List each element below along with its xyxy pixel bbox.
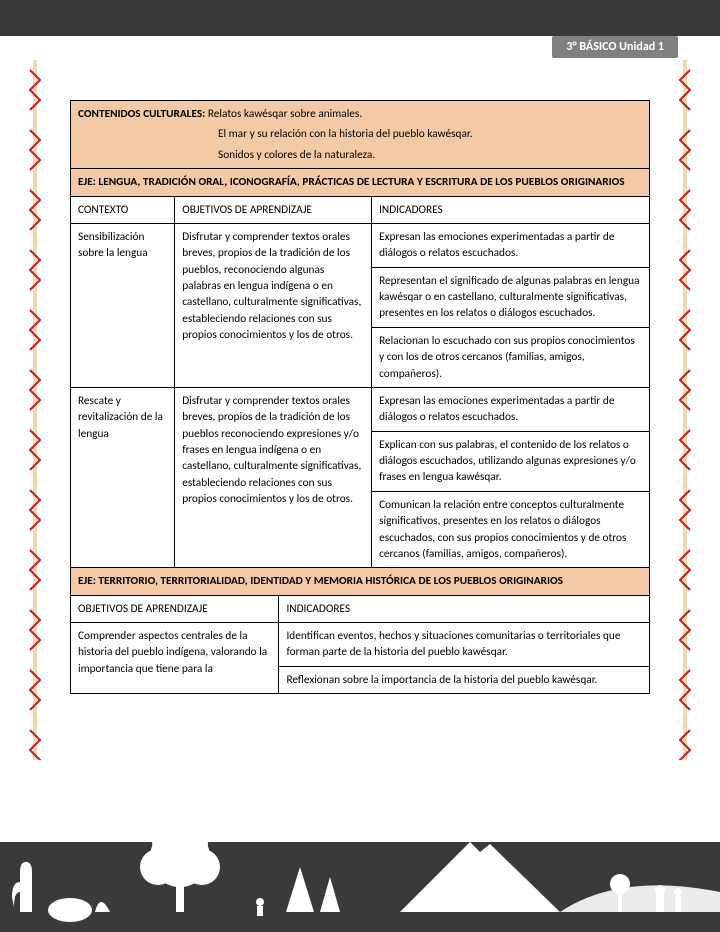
contenidos-line3: Sonidos y colores de la naturaleza. (78, 147, 642, 163)
eje1-title: EJE: LENGUA, TRADICIÓN ORAL, ICONOGRAFÍA… (71, 169, 650, 196)
bottom-bar (0, 842, 720, 932)
side-pattern-left (28, 60, 42, 760)
table-row: Rescate y revitalización de la lengua Di… (71, 387, 650, 431)
indicador-cell: Explican con sus palabras, el contenido … (372, 431, 650, 491)
eje2-table: OBJETIVOS DE APRENDIZAJE INDICADORES Com… (70, 596, 650, 695)
objetivo-cell: Disfrutar y comprender textos orales bre… (175, 223, 372, 387)
indicador-cell: Expresan las emociones experimentadas a … (372, 387, 650, 431)
eje2-title: EJE: TERRITORIO, TERRITORIALIDAD, IDENTI… (71, 568, 650, 595)
contenidos-line2: El mar y su relación con la historia del… (78, 126, 642, 142)
indicador-cell: Representan el significado de algunas pa… (372, 267, 650, 327)
indicador-cell: Relacionan lo escuchado con sus propios … (372, 327, 650, 387)
eje2-h-objetivos: OBJETIVOS DE APRENDIZAJE (71, 596, 279, 623)
table-row: Comprender aspectos centrales de la hist… (71, 623, 650, 667)
content-area: CONTENIDOS CULTURALES: Relatos kawésqar … (70, 100, 650, 694)
indicador-cell: Comunican la relación entre conceptos cu… (372, 491, 650, 568)
unit-tag: 3° BÁSICO Unidad 1 (552, 36, 678, 58)
contexto-cell: Sensibilización sobre la lengua (71, 223, 175, 387)
eje1-h-indicadores: INDICADORES (372, 196, 650, 223)
eje2-header-row: OBJETIVOS DE APRENDIZAJE INDICADORES (71, 596, 650, 623)
objetivo-cell: Disfrutar y comprender textos orales bre… (175, 387, 372, 567)
contenidos-line1: Relatos kawésqar sobre animales. (208, 107, 362, 121)
side-pattern-right (678, 60, 692, 760)
indicador-cell: Reflexionan sobre la importancia de la h… (279, 666, 650, 693)
eje1-header-row: CONTEXTO OBJETIVOS DE APRENDIZAJE INDICA… (71, 196, 650, 223)
eje2-objetivo-cell: Comprender aspectos centrales de la hist… (71, 623, 279, 694)
indicador-cell: Expresan las emociones experimentadas a … (372, 223, 650, 267)
eje1-h-objetivos: OBJETIVOS DE APRENDIZAJE (175, 196, 372, 223)
indicador-cell: Identifican eventos, hechos y situacione… (279, 623, 650, 667)
table-row: Sensibilización sobre la lengua Disfruta… (71, 223, 650, 267)
contenidos-row: CONTENIDOS CULTURALES: Relatos kawésqar … (71, 101, 650, 169)
curriculum-table: CONTENIDOS CULTURALES: Relatos kawésqar … (70, 100, 650, 596)
contenidos-label: CONTENIDOS CULTURALES: (78, 107, 205, 121)
eje1-h-contexto: CONTEXTO (71, 196, 175, 223)
eje2-h-indicadores: INDICADORES (279, 596, 650, 623)
top-bar (0, 0, 720, 36)
contexto-cell: Rescate y revitalización de la lengua (71, 387, 175, 567)
